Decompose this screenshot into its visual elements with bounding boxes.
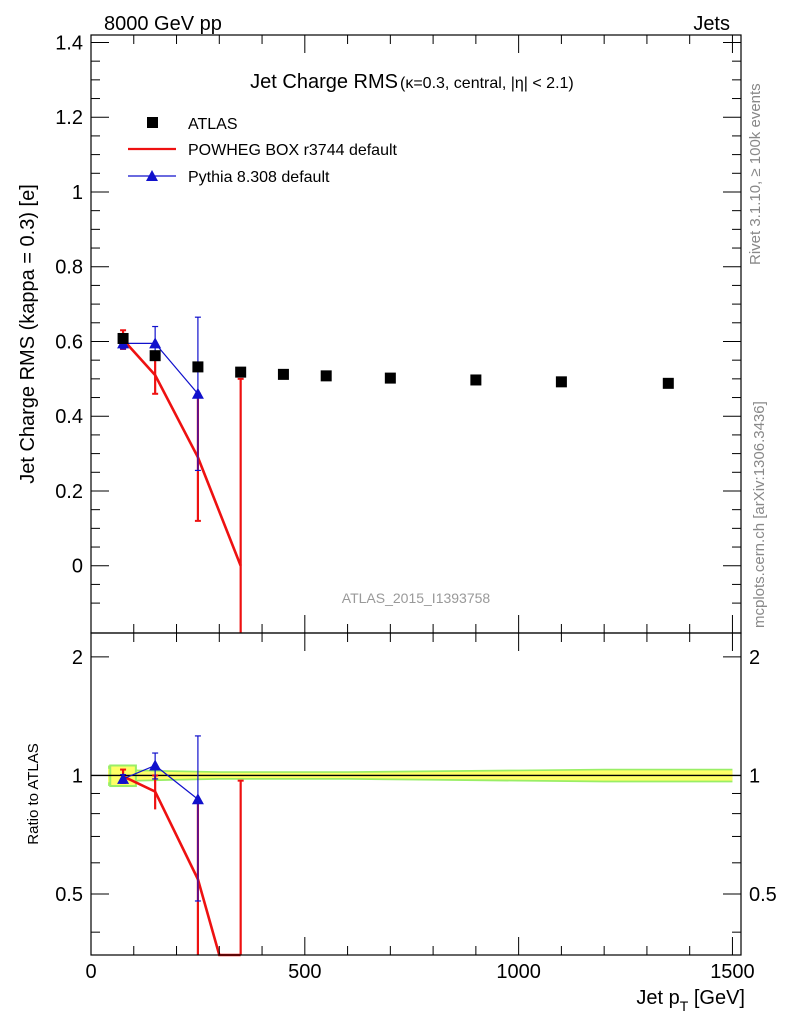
x-tick-label: 0: [85, 961, 96, 983]
main-axis-ticks: [90, 35, 741, 633]
ratio-y-tick-label: 0.5: [55, 884, 83, 906]
ratio-axis-ticks: [90, 633, 741, 955]
main-y-axis-label: Jet Charge RMS (kappa = 0.3) [e]: [17, 184, 39, 484]
x-tick-labels: 0 500 1000 1500: [85, 961, 754, 983]
ratio-uncertainty-band: [91, 764, 741, 788]
x-axis-label-sub: T: [680, 998, 689, 1014]
ratio-pythia-marker: [191, 793, 204, 805]
main-y-tick-labels: 0 0.2 0.4 0.6 0.8 1 1.2 1.4: [55, 32, 83, 577]
main-y-tick-label: 1.4: [55, 32, 83, 54]
ratio-y-tick-label-right: 1: [749, 765, 760, 787]
chart-title-suffix: (κ=0.3, central, |η| < 2.1): [400, 75, 574, 92]
main-y-tick-label: 0.8: [55, 257, 83, 279]
ratio-y-tick-labels: 0.5 0.5 1 1 2 2: [55, 647, 777, 906]
atlas-marker: [235, 366, 247, 378]
legend-pythia-marker: [146, 170, 158, 181]
main-y-tick-label: 0.2: [55, 481, 83, 503]
main-y-tick-label: 0: [72, 556, 83, 578]
legend-atlas-marker: [147, 117, 158, 128]
legend-atlas-label: ATLAS: [188, 116, 238, 133]
atlas-marker: [320, 370, 332, 382]
ratio-pythia-marker: [149, 759, 162, 771]
atlas-marker: [384, 372, 396, 384]
header-right: Jets: [693, 13, 730, 35]
powheg-line: [122, 338, 242, 567]
ratio-y-tick-label-right: 2: [749, 647, 760, 669]
x-tick-label: 1500: [710, 961, 755, 983]
ratio-y-tick-label: 1: [72, 765, 83, 787]
main-y-tick-label: 0.6: [55, 331, 83, 353]
x-axis-label: Jet pT [GeV]: [636, 987, 745, 1014]
mcplots-label: mcplots.cern.ch [arXiv:1306.3436]: [751, 401, 768, 628]
atlas-marker: [117, 332, 129, 344]
ratio-pythia-marker: [117, 772, 130, 784]
x-tick-label: 1000: [496, 961, 541, 983]
analysis-watermark: ATLAS_2015_I1393758: [342, 590, 491, 606]
ratio-powheg-line: [122, 775, 241, 957]
main-y-tick-label: 0.4: [55, 406, 83, 428]
main-data: [117, 316, 674, 633]
header-left: 8000 GeV pp: [104, 13, 222, 35]
x-axis-label-unit: [GeV]: [688, 987, 745, 1009]
x-tick-label: 500: [288, 961, 321, 983]
chart-title: Jet Charge RMS: [250, 71, 398, 93]
legend-powheg-label: POWHEG BOX r3744 default: [188, 142, 398, 159]
legend: ATLAS POWHEG BOX r3744 default Pythia 8.…: [128, 116, 398, 186]
atlas-marker: [192, 361, 204, 373]
ratio-frame: [90, 632, 742, 956]
main-panel: 0 0.2 0.4 0.6 0.8 1 1.2 1.4 Jet Charge RMS (κ=0…: [17, 32, 742, 634]
atlas-marker: [277, 368, 289, 380]
ratio-y-tick-label: 2: [72, 647, 83, 669]
ratio-y-tick-label-right: 0.5: [749, 884, 777, 906]
x-axis-label-main: Jet p: [636, 987, 679, 1009]
atlas-marker: [555, 376, 567, 388]
pythia-marker: [191, 387, 204, 399]
ratio-y-axis-label: Ratio to ATLAS: [25, 743, 42, 844]
main-y-tick-label: 1: [72, 182, 83, 204]
rivet-label: Rivet 3.1.10, ≥ 100k events: [747, 83, 764, 265]
ratio-panel: 0.5 0.5 1 1 2 2 0 500 1000 1500 Ratio to ATLAS J…: [25, 632, 777, 1014]
atlas-marker: [149, 350, 161, 362]
pythia-marker: [149, 337, 162, 349]
legend-pythia-label: Pythia 8.308 default: [188, 169, 330, 186]
main-y-tick-label: 1.2: [55, 107, 83, 129]
atlas-marker: [662, 377, 674, 389]
atlas-marker: [470, 374, 482, 386]
